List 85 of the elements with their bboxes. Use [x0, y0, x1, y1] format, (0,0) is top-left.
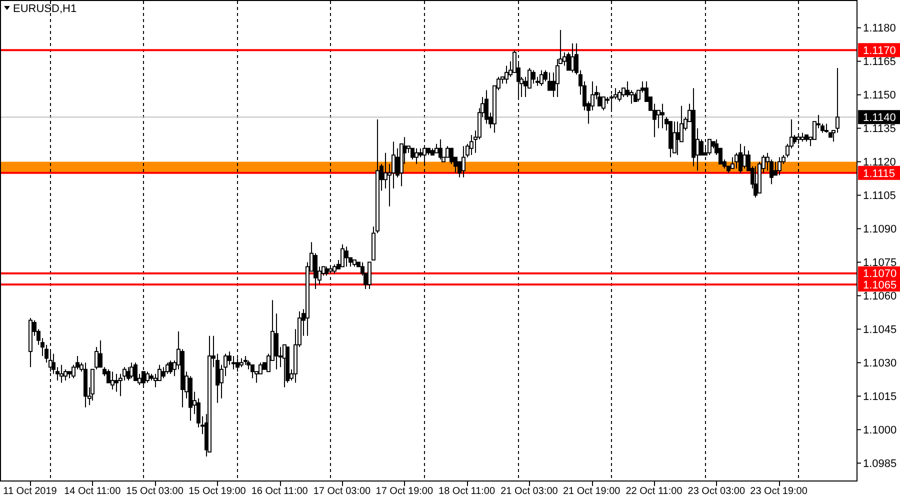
candlestick [738, 143, 742, 174]
candlestick [672, 121, 676, 154]
y-tick-label: 1.1045 [863, 324, 897, 336]
candlestick [228, 351, 232, 366]
candlestick [154, 373, 158, 388]
candlestick [60, 364, 64, 384]
candlestick [778, 156, 782, 176]
candlestick [708, 138, 712, 156]
chart-title: EURUSD,H1 [13, 3, 77, 15]
y-tick-label: 1.1075 [863, 257, 897, 270]
candlestick [410, 148, 414, 160]
x-tick-label: 15 Oct 03:00 [126, 486, 184, 497]
candlestick [446, 146, 450, 158]
x-tick-label: 15 Oct 19:00 [188, 486, 246, 497]
candlestick [450, 148, 454, 164]
candlestick [742, 146, 746, 169]
candlestick [774, 161, 778, 176]
ref-line-label: 1.1170 [863, 44, 896, 57]
candlestick [618, 90, 622, 102]
candlestick [340, 244, 344, 268]
x-tick-label: 17 Oct 03:00 [313, 486, 372, 497]
y-tick-label: 1.1030 [863, 358, 897, 370]
x-tick-label: 16 Oct 11:00 [251, 486, 308, 497]
x-tick-label: 17 Oct 19:00 [376, 486, 434, 497]
candlestick [110, 371, 114, 390]
y-tick-label: 1.1135 [863, 123, 896, 136]
candlestick [730, 156, 734, 169]
x-tick-label: 22 Oct 11:00 [626, 486, 683, 497]
candlestick [548, 72, 552, 91]
y-tick-label: 1.1090 [863, 224, 897, 236]
x-tick-label: 23 Oct 19:00 [750, 486, 808, 497]
x-tick-label: 18 Oct 11:00 [438, 486, 496, 497]
candlestick [754, 166, 758, 198]
ref-line-label: 1.1140 [863, 112, 896, 124]
candlestick [462, 146, 466, 178]
y-tick-label: 1.1120 [863, 156, 896, 169]
candlestick [232, 355, 236, 370]
candlestick [368, 262, 372, 290]
candlestick [258, 362, 262, 374]
candlestick [162, 366, 166, 379]
ref-line-label: 1.1070 [863, 268, 897, 280]
candlestick [250, 364, 254, 379]
candlestick [556, 58, 560, 98]
candlestick [532, 70, 536, 84]
y-tick-label: 1.1180 [863, 22, 896, 35]
candlestick [142, 371, 146, 386]
candlestick [676, 121, 680, 156]
y-tick-label: 1.1165 [863, 56, 896, 68]
candlestick [168, 360, 172, 374]
candlestick [114, 373, 118, 392]
x-tick-label: 21 Oct 19:00 [562, 486, 621, 497]
candlestick [570, 42, 574, 73]
candlestick [660, 103, 664, 129]
candlestick [470, 134, 474, 156]
candlestick [422, 146, 426, 164]
candlestick [700, 138, 704, 156]
candlestick [438, 138, 442, 160]
x-tick-label: 21 Oct 03:00 [500, 486, 558, 497]
y-tick-label: 1.1060 [863, 290, 897, 303]
x-tick-label: 14 Oct 11:00 [64, 486, 122, 497]
candlestick [504, 65, 508, 84]
ref-line-label: 1.1065 [863, 279, 897, 292]
ref-line-label: 1.1115 [863, 168, 896, 180]
candlestick [236, 358, 240, 372]
candlestick [130, 362, 134, 379]
candlestick [344, 246, 348, 268]
x-tick-label: 11 Oct 2019 [3, 486, 58, 497]
candlestick [836, 67, 840, 134]
y-tick-label: 1.1105 [863, 190, 896, 202]
y-tick-label: 1.0985 [863, 458, 897, 470]
candlestick [134, 362, 138, 382]
candlestick [414, 148, 418, 164]
y-tick-label: 1.1015 [863, 391, 897, 404]
candlestick [274, 313, 278, 370]
candlestick [146, 371, 150, 384]
candlestick [64, 368, 68, 382]
candlestick [602, 96, 606, 111]
y-tick-label: 1.1150 [863, 90, 896, 102]
candlestick [540, 70, 544, 86]
candlestick [484, 90, 488, 124]
y-tick-label: 1.1000 [863, 424, 897, 436]
x-tick-label: 23 Oct 03:00 [688, 486, 746, 497]
candlestick [734, 152, 738, 169]
candlestick [314, 252, 318, 290]
candlestick [630, 90, 634, 104]
